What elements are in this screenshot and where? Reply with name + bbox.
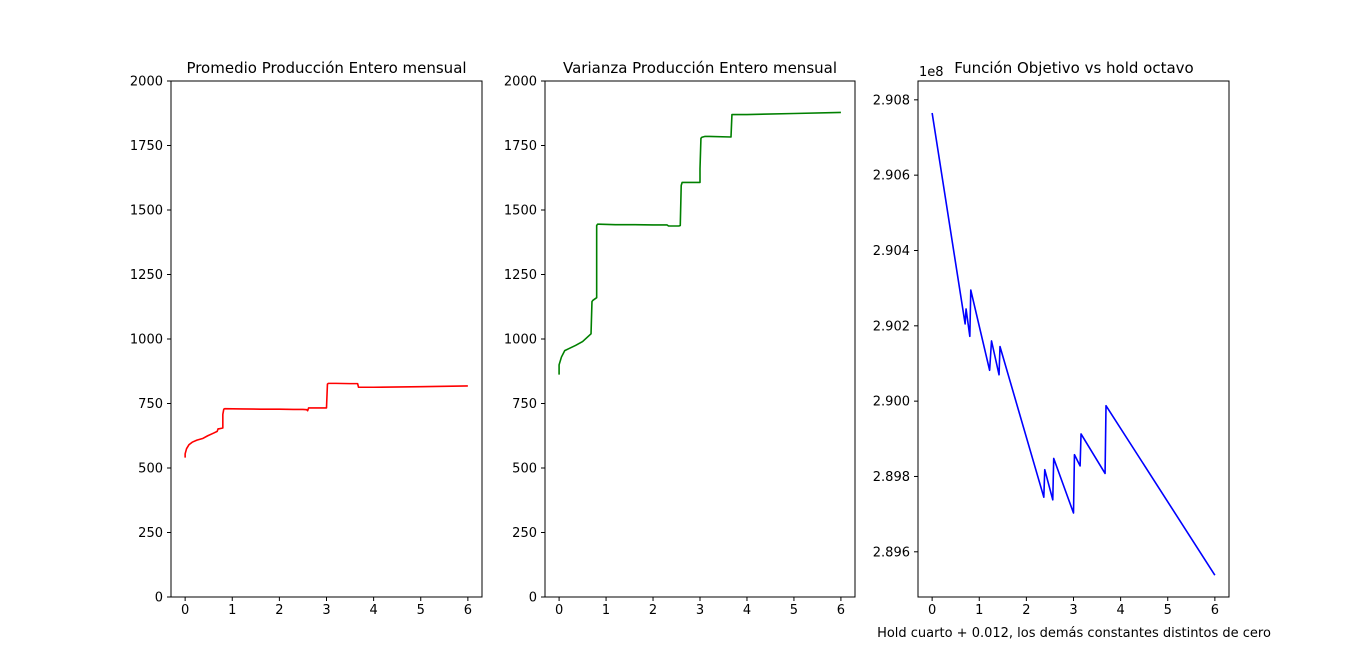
y-tick-label: 1000: [130, 333, 163, 348]
x-tick-label: 2: [275, 603, 283, 618]
x-tick-label: 1: [975, 603, 983, 618]
y-tick-label: 0: [529, 591, 537, 606]
x-tick-label: 1: [228, 603, 236, 618]
x-axis-label: Hold cuarto + 0.012, los demás constante…: [877, 626, 1271, 641]
y-tick-label: 1500: [504, 204, 537, 219]
x-tick-label: 4: [743, 603, 751, 618]
x-tick-label: 0: [555, 603, 563, 618]
y-tick-label: 0: [155, 591, 163, 606]
y-tick-label: 500: [138, 462, 163, 477]
x-tick-label: 3: [322, 603, 330, 618]
x-tick-label: 4: [1116, 603, 1124, 618]
y-tick-label: 250: [138, 526, 163, 541]
x-tick-label: 3: [696, 603, 704, 618]
x-tick-label: 2: [1022, 603, 1030, 618]
y-tick-label: 750: [512, 397, 537, 412]
y-tick-label: 1250: [504, 268, 537, 283]
y-tick-label: 2.900: [873, 395, 910, 410]
x-tick-label: 3: [1069, 603, 1077, 618]
x-tick-label: 1: [602, 603, 610, 618]
y-tick-label: 2.904: [873, 244, 910, 259]
y-tick-label: 2.898: [873, 470, 910, 485]
series-line: [558, 111, 841, 375]
x-tick-label: 0: [928, 603, 936, 618]
x-tick-label: 5: [417, 603, 425, 618]
x-tick-label: 6: [837, 603, 845, 618]
y-tick-label: 1500: [130, 204, 163, 219]
chart-title: Varianza Producción Entero mensual: [563, 59, 837, 77]
chart-funcion-objetivo: Función Objetivo vs hold octavo 1e8 Hold…: [873, 59, 1271, 641]
y-tick-label: 1250: [130, 268, 163, 283]
x-tick-label: 5: [1164, 603, 1172, 618]
y-tick-label: 750: [138, 397, 163, 412]
y-tick-label: 2.906: [873, 169, 910, 184]
x-tick-label: 6: [464, 603, 472, 618]
y-tick-label: 500: [512, 462, 537, 477]
y-tick-label: 2000: [504, 75, 537, 90]
series-line: [931, 112, 1216, 576]
x-tick-label: 2: [649, 603, 657, 618]
chart-title: Función Objetivo vs hold octavo: [954, 59, 1193, 77]
y-tick-label: 2000: [130, 75, 163, 90]
chart-varianza: Varianza Producción Entero mensual 0 1 2 3 4…: [504, 59, 856, 618]
y-tick-label: 250: [512, 526, 537, 541]
y-tick-label: 2.896: [873, 545, 910, 560]
y-tick-label: 1750: [130, 139, 163, 154]
x-tick-label: 4: [369, 603, 377, 618]
series-line: [184, 382, 468, 458]
chart-promedio: Promedio Producción Entero mensual 0 1 2 3 4…: [130, 59, 483, 618]
y-tick-label: 2.908: [873, 93, 910, 108]
x-tick-label: 6: [1211, 603, 1219, 618]
y-tick-label: 1000: [504, 333, 537, 348]
y-tick-label: 1750: [504, 139, 537, 154]
chart-title: Promedio Producción Entero mensual: [186, 59, 466, 77]
y-tick-label: 2.902: [873, 319, 910, 334]
x-tick-label: 0: [181, 603, 189, 618]
y-offset-label: 1e8: [919, 65, 944, 80]
x-tick-label: 5: [790, 603, 798, 618]
